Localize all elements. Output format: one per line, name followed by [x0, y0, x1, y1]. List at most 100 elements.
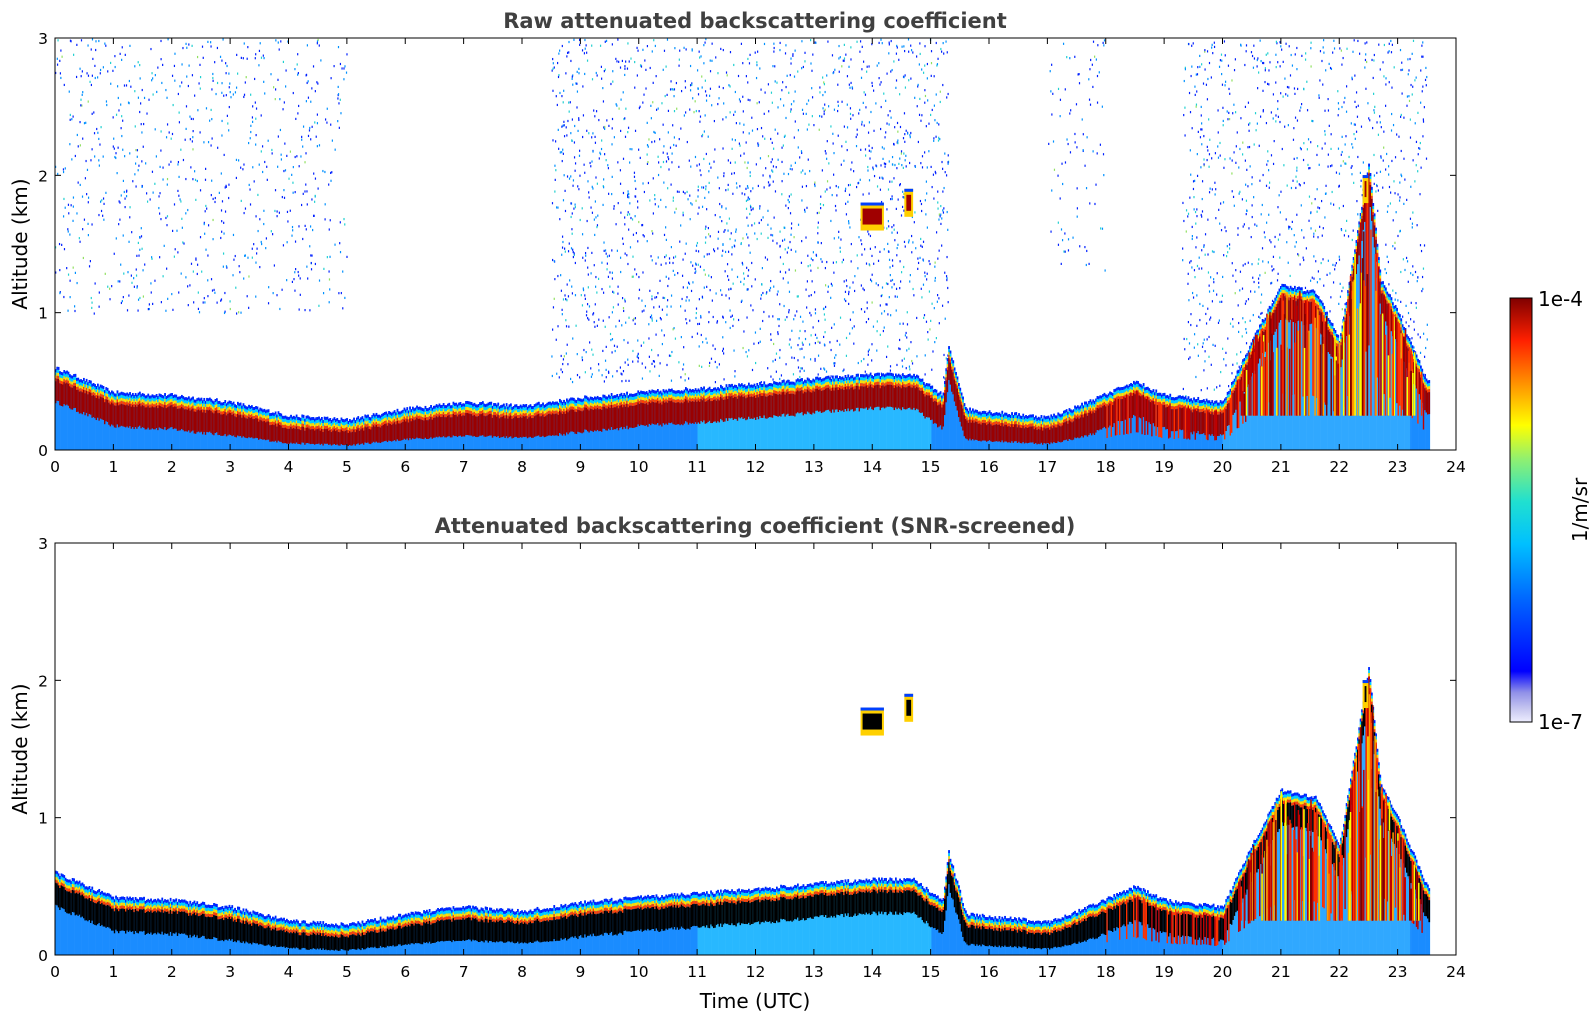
noise-speck [1196, 104, 1197, 106]
noise-speck [243, 57, 244, 59]
noise-speck [847, 75, 848, 77]
noise-speck [1235, 280, 1236, 282]
noise-speck [603, 292, 604, 294]
noise-speck [1227, 118, 1228, 120]
noise-speck [563, 358, 564, 360]
noise-speck [643, 310, 644, 312]
noise-speck [1273, 268, 1274, 270]
noise-speck [255, 296, 256, 298]
noise-speck [1207, 219, 1208, 221]
noise-speck [852, 86, 853, 88]
noise-speck [902, 365, 903, 367]
noise-speck [92, 75, 93, 77]
noise-speck [1424, 106, 1425, 108]
noise-speck [865, 106, 866, 108]
noise-speck [1270, 282, 1271, 284]
noise-speck [185, 276, 186, 278]
noise-speck [920, 120, 921, 122]
noise-speck [1200, 136, 1201, 138]
noise-speck [904, 112, 905, 114]
noise-speck [1219, 142, 1220, 144]
noise-speck [1360, 172, 1361, 174]
noise-speck [817, 241, 818, 243]
noise-speck [574, 252, 575, 254]
noise-speck [651, 349, 652, 351]
noise-speck [880, 189, 881, 191]
noise-speck [1338, 102, 1339, 104]
noise-speck [125, 54, 126, 56]
noise-speck [821, 116, 822, 118]
noise-speck [746, 233, 747, 235]
noise-speck [317, 122, 318, 124]
noise-speck [327, 108, 328, 110]
noise-speck [1218, 131, 1219, 133]
noise-speck [618, 108, 619, 110]
noise-speck [582, 304, 583, 306]
noise-speck [717, 72, 718, 74]
noise-speck [1050, 90, 1051, 92]
noise-speck [192, 140, 193, 142]
noise-speck [344, 297, 345, 299]
noise-speck [552, 70, 553, 72]
noise-speck [1397, 235, 1398, 237]
noise-speck [946, 256, 947, 258]
noise-speck [282, 196, 283, 198]
noise-speck [275, 88, 276, 90]
noise-speck [760, 298, 761, 300]
noise-speck [127, 309, 128, 311]
noise-speck [1394, 66, 1395, 68]
noise-speck [878, 260, 879, 262]
noise-speck [69, 233, 70, 235]
noise-speck [898, 347, 899, 349]
noise-speck [612, 43, 613, 45]
noise-speck [663, 145, 664, 147]
noise-speck [827, 180, 828, 182]
noise-speck [802, 342, 803, 344]
noise-speck [1232, 262, 1233, 264]
noise-speck [1090, 104, 1091, 106]
noise-speck [778, 325, 779, 327]
noise-speck [847, 201, 848, 203]
noise-speck [675, 256, 676, 258]
noise-speck [627, 131, 628, 133]
noise-speck [856, 145, 857, 147]
noise-speck [183, 242, 184, 244]
noise-speck [880, 81, 881, 83]
noise-speck [889, 259, 890, 261]
noise-speck [204, 233, 205, 235]
noise-speck [1209, 285, 1210, 287]
noise-speck [614, 136, 615, 138]
noise-speck [250, 94, 251, 96]
noise-speck [245, 81, 246, 83]
noise-speck [845, 190, 846, 192]
noise-speck [79, 68, 80, 70]
noise-speck [605, 326, 606, 328]
noise-speck [789, 343, 790, 345]
noise-speck [1223, 120, 1224, 122]
noise-speck [942, 305, 943, 307]
noise-speck [1377, 210, 1378, 212]
noise-speck [211, 180, 212, 182]
noise-speck [751, 224, 752, 226]
noise-speck [668, 131, 669, 133]
noise-speck [1299, 183, 1300, 185]
noise-speck [892, 156, 893, 158]
noise-speck [1256, 225, 1257, 227]
noise-speck [747, 236, 748, 238]
noise-speck [595, 200, 596, 202]
noise-speck [71, 204, 72, 206]
noise-speck [202, 46, 203, 48]
noise-speck [174, 80, 175, 82]
noise-speck [627, 342, 628, 344]
noise-speck [577, 130, 578, 132]
noise-speck [1283, 61, 1284, 63]
noise-speck [273, 292, 274, 294]
noise-speck [924, 102, 925, 104]
noise-speck [622, 297, 623, 299]
noise-speck [198, 291, 199, 293]
noise-speck [311, 268, 312, 270]
noise-speck [82, 228, 83, 230]
noise-speck [752, 187, 753, 189]
noise-speck [815, 342, 816, 344]
noise-speck [833, 362, 834, 364]
